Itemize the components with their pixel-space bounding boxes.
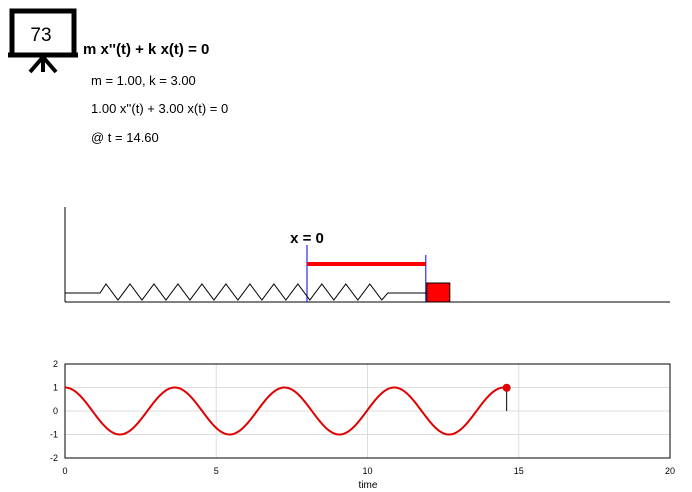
equation-title: m x''(t) + k x(t) = 0 [83,41,210,58]
board-leg-right [41,55,58,74]
y-tick-label: 2 [53,359,58,369]
x-tick-label: 0 [62,466,67,476]
presentation-counter-icon: 73 [8,8,78,76]
y-tick-label: 1 [53,383,58,393]
series-line-displacement [64,386,507,436]
counter-value: 73 [30,25,51,46]
y-tick-label: -2 [50,453,58,463]
y-axis-tick-labels: 2 1 0 -1 -2 [50,359,58,463]
x-axis-tick-labels: 0 5 10 15 20 [62,466,675,476]
time-readout: @ t = 14.60 [91,130,159,145]
parameters-text: m = 1.00, k = 3.00 [91,73,196,88]
x-tick-label: 10 [362,466,372,476]
current-point-marker [502,383,511,392]
x-tick-label: 15 [514,466,524,476]
board-leg-left [28,55,45,74]
displacement-time-chart: 210-1-2 0 5 10 15 20 time [50,359,675,491]
spring-mass-scene: x = 0 [64,207,670,303]
substituted-equation: 1.00 x''(t) + 3.00 x(t) = 0 [91,101,229,116]
x-tick-label: 5 [214,466,219,476]
plot-frame [64,363,671,459]
x-axis-label: time [359,480,378,491]
equilibrium-label: x = 0 [290,230,324,247]
y-tick-label: -1 [50,430,58,440]
spring [65,283,427,301]
x-tick-label: 20 [665,466,675,476]
y-tick-label: 0 [53,406,58,416]
mass-block [426,282,451,303]
presentation-board-icon: 73 [8,8,78,74]
